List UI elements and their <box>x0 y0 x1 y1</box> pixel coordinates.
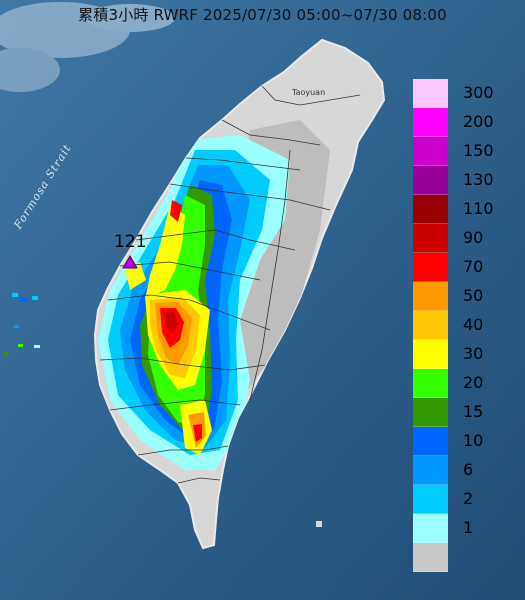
legend-swatch <box>413 485 448 514</box>
station-marker-icon[interactable] <box>122 255 138 269</box>
city-label: Taoyuan <box>292 88 326 97</box>
legend-swatch <box>413 282 448 311</box>
legend-swatch <box>413 543 448 572</box>
legend-swatch <box>413 514 448 543</box>
legend-swatch <box>413 195 448 224</box>
legend-label: 90 <box>463 228 484 247</box>
legend-label: 50 <box>463 286 484 305</box>
legend-swatch <box>413 311 448 340</box>
legend-swatch <box>413 369 448 398</box>
legend-swatch <box>413 224 448 253</box>
legend-swatch <box>413 456 448 485</box>
legend-label: 20 <box>463 373 484 392</box>
legend-swatch <box>413 108 448 137</box>
legend-swatch <box>413 340 448 369</box>
legend-label: 200 <box>463 112 494 131</box>
cloud-texture <box>0 2 175 92</box>
offshore-islets <box>4 293 322 527</box>
legend-label: 15 <box>463 402 484 421</box>
legend-label: 6 <box>463 460 474 479</box>
legend-label: 110 <box>463 199 494 218</box>
legend-label: 130 <box>463 170 494 189</box>
legend-label: 30 <box>463 344 484 363</box>
legend-label: 10 <box>463 431 484 450</box>
legend-label: 1 <box>463 518 474 537</box>
legend-swatch <box>413 398 448 427</box>
county-boundaries <box>99 85 361 484</box>
legend-swatch <box>413 253 448 282</box>
rainfall-field <box>98 120 330 470</box>
color-legend: 300 200 150 130 110 90 70 50 40 30 20 15 10 6 2 1 <box>413 79 509 572</box>
legend-label: 70 <box>463 257 484 276</box>
legend-swatch <box>413 137 448 166</box>
station-value-label: 121 <box>114 232 147 252</box>
legend-label: 300 <box>463 83 494 102</box>
legend-swatch <box>413 166 448 195</box>
legend-label: 40 <box>463 315 484 334</box>
map-title: 累積3小時 RWRF 2025/07/30 05:00~07/30 08:00 <box>78 6 447 24</box>
legend-swatch <box>413 79 448 108</box>
legend-swatch <box>413 427 448 456</box>
legend-label: 150 <box>463 141 494 160</box>
legend-label: 2 <box>463 489 474 508</box>
